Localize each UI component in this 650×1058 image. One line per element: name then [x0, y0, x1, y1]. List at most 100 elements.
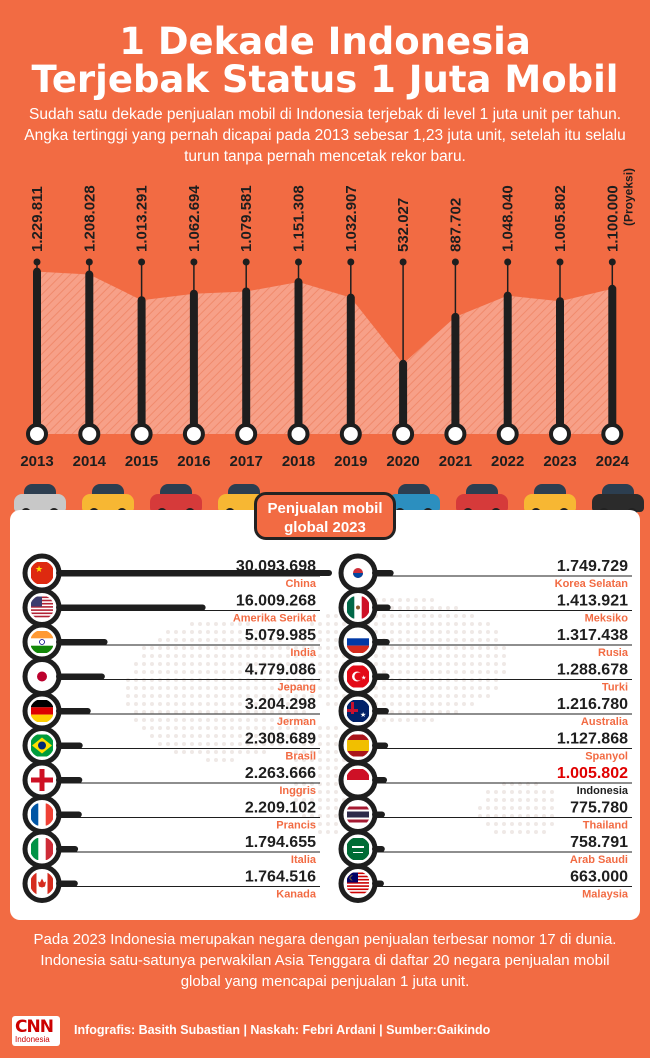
map-dot — [238, 726, 242, 730]
map-dot — [238, 702, 242, 706]
map-dot — [230, 734, 234, 738]
country-value-7: 2.209.102 — [245, 800, 316, 817]
map-dot — [334, 614, 338, 618]
map-dot — [278, 734, 282, 738]
country-name-1: Amerika Serikat — [233, 613, 316, 625]
map-dot — [438, 670, 442, 674]
map-dot — [478, 694, 482, 698]
flag-inner: ☾ — [346, 871, 370, 896]
yearly-sales-chart: 1.229.811 2013 1.208.028 2014 1.013.291 2015 1… — [20, 168, 635, 470]
map-dot — [518, 798, 522, 802]
map-dot — [238, 694, 242, 698]
map-dot — [254, 654, 258, 658]
year-label-2015: 2015 — [125, 453, 158, 470]
map-dot — [326, 702, 330, 706]
map-dot — [334, 830, 338, 834]
country-name-8: Italia — [291, 854, 317, 866]
map-dot — [430, 702, 434, 706]
map-dot — [262, 630, 266, 634]
brazil-flag-icon — [22, 726, 62, 765]
map-dot — [334, 822, 338, 826]
map-dot — [270, 726, 274, 730]
map-dot — [214, 622, 218, 626]
year-dot-2023 — [556, 258, 564, 266]
map-dot — [406, 614, 410, 618]
map-dot — [230, 670, 234, 674]
map-dot — [206, 646, 210, 650]
map-dot — [462, 630, 466, 634]
map-dot — [310, 798, 314, 802]
map-dot — [534, 822, 538, 826]
car-body — [592, 494, 644, 512]
map-dot — [198, 734, 202, 738]
map-dot — [294, 654, 298, 658]
map-dot — [454, 694, 458, 698]
map-dot — [382, 686, 386, 690]
map-dot — [166, 670, 170, 674]
map-dot — [318, 638, 322, 642]
map-dot — [302, 758, 306, 762]
map-dot — [182, 638, 186, 642]
map-dot — [206, 718, 210, 722]
map-dot — [302, 798, 306, 802]
map-dot — [478, 638, 482, 642]
flag-band — [45, 803, 53, 826]
map-dot — [182, 630, 186, 634]
map-dot — [334, 678, 338, 682]
map-dot — [414, 614, 418, 618]
flag-band — [361, 596, 369, 619]
map-dot — [310, 774, 314, 778]
map-dot — [310, 790, 314, 794]
map-dot — [310, 806, 314, 810]
map-dot — [270, 630, 274, 634]
map-dot — [246, 646, 250, 650]
map-dot — [462, 662, 466, 666]
map-dot — [486, 638, 490, 642]
map-dot — [302, 766, 306, 770]
map-dot — [286, 686, 290, 690]
car-body — [456, 494, 508, 512]
map-dot — [134, 702, 138, 706]
year-value-label-2015: 1.013.291 — [134, 185, 151, 252]
map-dot — [302, 750, 306, 754]
title-line-2: Terjebak Status 1 Juta Mobil — [31, 58, 619, 101]
map-dot — [262, 718, 266, 722]
map-dot — [446, 694, 450, 698]
map-dot — [246, 718, 250, 722]
map-dot — [414, 654, 418, 658]
map-dot — [446, 614, 450, 618]
map-dot — [326, 766, 330, 770]
map-dot — [318, 646, 322, 650]
map-dot — [422, 622, 426, 626]
map-dot — [286, 694, 290, 698]
map-dot — [518, 830, 522, 834]
map-dot — [422, 686, 426, 690]
map-dot — [470, 630, 474, 634]
year-base-2019 — [339, 423, 362, 445]
map-dot — [206, 622, 210, 626]
map-dot — [446, 710, 450, 714]
map-dot — [542, 830, 546, 834]
map-dot — [166, 702, 170, 706]
map-dot — [326, 782, 330, 786]
map-dot — [270, 694, 274, 698]
flag-band — [31, 838, 39, 860]
map-dot — [230, 638, 234, 642]
map-dot — [174, 646, 178, 650]
map-dot — [246, 670, 250, 674]
map-dot — [326, 662, 330, 666]
map-dot — [230, 758, 234, 762]
map-dot — [254, 670, 258, 674]
flag-cross — [31, 777, 53, 783]
year-base-2020 — [392, 423, 415, 445]
year-value-label-2013: 1.229.811 — [29, 186, 46, 252]
map-dot — [390, 702, 394, 706]
map-dot — [222, 694, 226, 698]
map-dot — [518, 806, 522, 810]
flag-inner — [346, 595, 370, 620]
country-value-18: 758.791 — [570, 834, 628, 851]
flag-inner — [30, 802, 54, 827]
map-dot — [246, 638, 250, 642]
flag-globe — [38, 741, 46, 750]
map-dot — [494, 686, 498, 690]
